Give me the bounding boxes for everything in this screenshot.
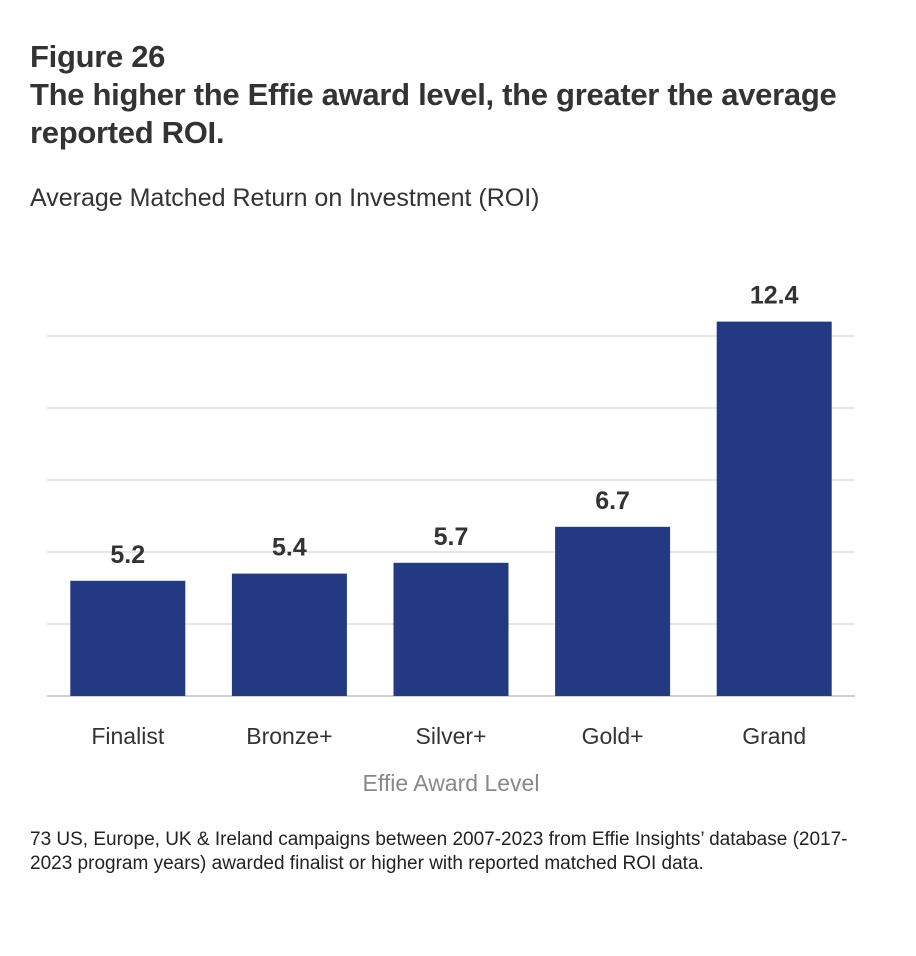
x-axis-title: Effie Award Level bbox=[363, 770, 540, 796]
data-label: 6.7 bbox=[595, 487, 630, 515]
x-tick-label: Finalist bbox=[91, 723, 164, 749]
bar-finalist bbox=[70, 580, 186, 696]
x-tick-label: Grand bbox=[742, 723, 806, 749]
chart-title: The higher the Effie award level, the gr… bbox=[30, 77, 837, 150]
chart-subtitle: Average Matched Return on Investment (RO… bbox=[30, 184, 540, 212]
data-label: 5.7 bbox=[434, 523, 469, 551]
x-tick-label: Bronze+ bbox=[246, 723, 332, 749]
x-tick-label: Gold+ bbox=[582, 723, 644, 749]
data-label: 12.4 bbox=[750, 282, 799, 310]
data-label: 5.2 bbox=[110, 541, 145, 569]
bar-chart: 5.2 Finalist 5.4 Bronze+ 5.7 Silver+ 6.7 Gold+ 1… bbox=[47, 282, 855, 796]
bar-gold-plus bbox=[555, 526, 671, 696]
x-tick-label: Silver+ bbox=[416, 723, 487, 749]
bar-bronze-plus bbox=[231, 573, 347, 696]
bar-grand bbox=[716, 321, 832, 696]
footnote: 73 US, Europe, UK & Ireland campaigns be… bbox=[30, 829, 848, 874]
figure-label: Figure 26 bbox=[30, 39, 166, 74]
data-label: 5.4 bbox=[272, 534, 307, 562]
bar-silver-plus bbox=[393, 562, 509, 696]
